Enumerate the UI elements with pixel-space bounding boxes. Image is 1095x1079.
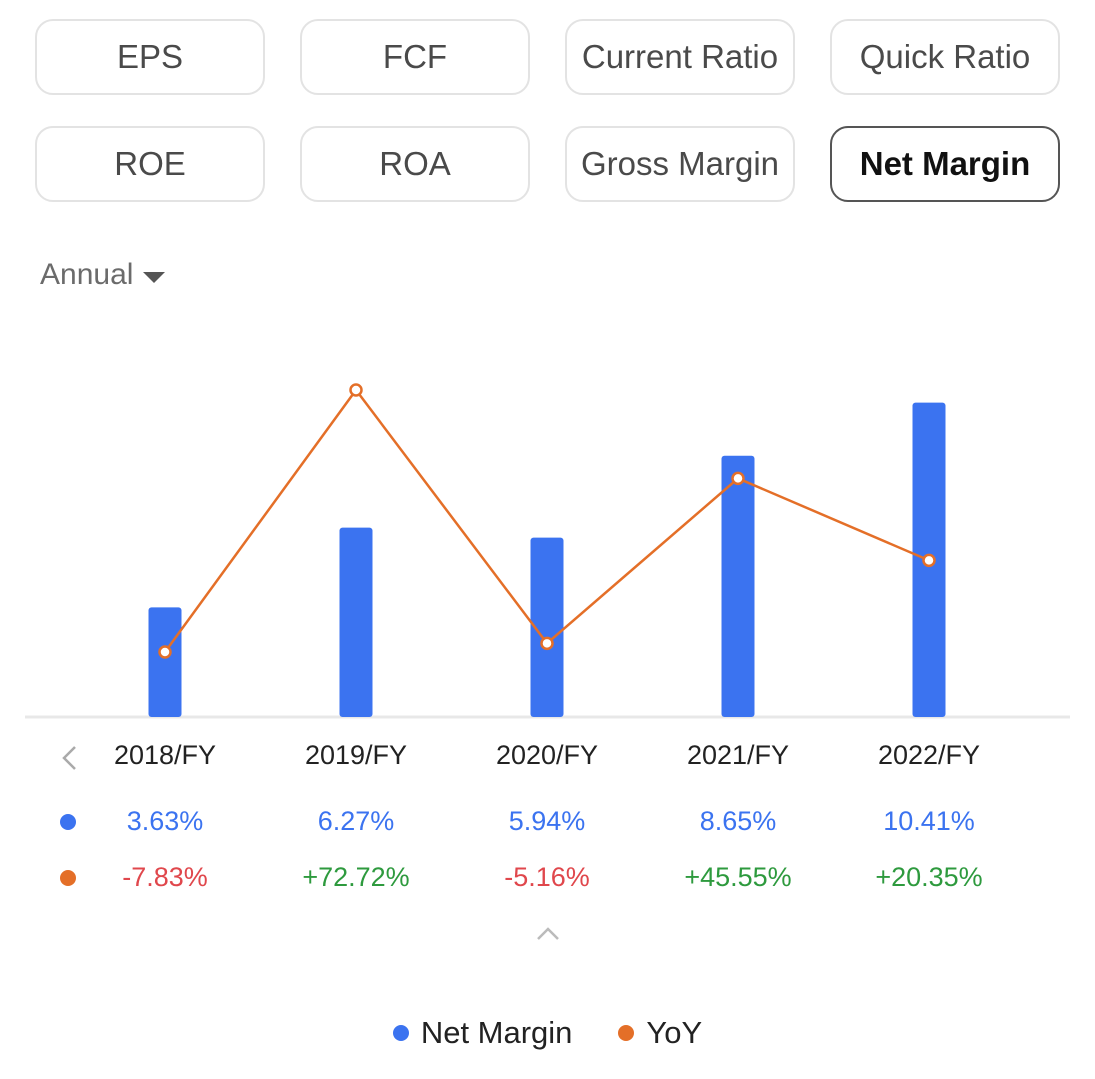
net-margin-row-marker bbox=[60, 814, 76, 830]
yoy-value: -7.83% bbox=[122, 862, 208, 892]
net-margin-value: 3.63% bbox=[126, 806, 204, 836]
tab-eps[interactable]: EPS bbox=[35, 19, 265, 95]
bar-series bbox=[148, 402, 946, 717]
legend-dot bbox=[392, 1025, 409, 1041]
caret-down-icon bbox=[143, 271, 166, 283]
chevron-up-icon[interactable] bbox=[535, 924, 561, 942]
yoy-value: +45.55% bbox=[684, 862, 792, 892]
tab-roa[interactable]: ROA bbox=[300, 126, 530, 202]
legend-label: Net Margin bbox=[420, 1015, 573, 1050]
net-margin-value: 6.27% bbox=[317, 806, 395, 836]
legend-dot bbox=[618, 1025, 635, 1041]
legend-label: YoY bbox=[646, 1015, 703, 1050]
yoy-value: +72.72% bbox=[302, 862, 410, 892]
chart-legend: Net Margin YoY bbox=[0, 1015, 1095, 1051]
yoy-point bbox=[922, 553, 936, 568]
yoy-point bbox=[731, 471, 745, 486]
tab-fcf[interactable]: FCF bbox=[300, 19, 530, 95]
yoy-line-series bbox=[158, 383, 936, 659]
tab-quick-ratio[interactable]: Quick Ratio bbox=[830, 19, 1060, 95]
net-margin-value: 5.94% bbox=[508, 806, 586, 836]
x-tick-2018: 2018/FY bbox=[113, 740, 217, 770]
yoy-point bbox=[540, 636, 554, 651]
x-tick-2022: 2022/FY bbox=[877, 740, 981, 770]
chevron-left-icon[interactable] bbox=[58, 744, 80, 772]
tab-gross-margin[interactable]: Gross Margin bbox=[565, 126, 795, 202]
tab-roe[interactable]: ROE bbox=[35, 126, 265, 202]
net-margin-bar bbox=[530, 537, 564, 717]
tab-current-ratio[interactable]: Current Ratio bbox=[565, 19, 795, 95]
yoy-row-marker bbox=[60, 870, 76, 886]
net-margin-chart bbox=[25, 383, 1070, 719]
x-tick-2019: 2019/FY bbox=[304, 740, 408, 770]
period-label: Annual bbox=[40, 258, 134, 291]
net-margin-value: 8.65% bbox=[699, 806, 777, 836]
x-tick-2021: 2021/FY bbox=[686, 740, 790, 770]
yoy-point bbox=[349, 383, 363, 397]
yoy-point bbox=[158, 645, 172, 659]
net-margin-value: 10.41% bbox=[883, 806, 975, 836]
yoy-value: +20.35% bbox=[875, 862, 983, 892]
yoy-value: -5.16% bbox=[504, 862, 590, 892]
period-dropdown[interactable]: Annual bbox=[40, 258, 166, 292]
net-margin-bar bbox=[721, 455, 755, 717]
legend-item-net-margin: Net Margin bbox=[392, 1015, 573, 1051]
net-margin-bar bbox=[339, 527, 373, 717]
x-tick-2020: 2020/FY bbox=[495, 740, 599, 770]
legend-item-yoy: YoY bbox=[618, 1015, 702, 1051]
net-margin-bar bbox=[148, 607, 182, 717]
tab-net-margin[interactable]: Net Margin bbox=[830, 126, 1060, 202]
